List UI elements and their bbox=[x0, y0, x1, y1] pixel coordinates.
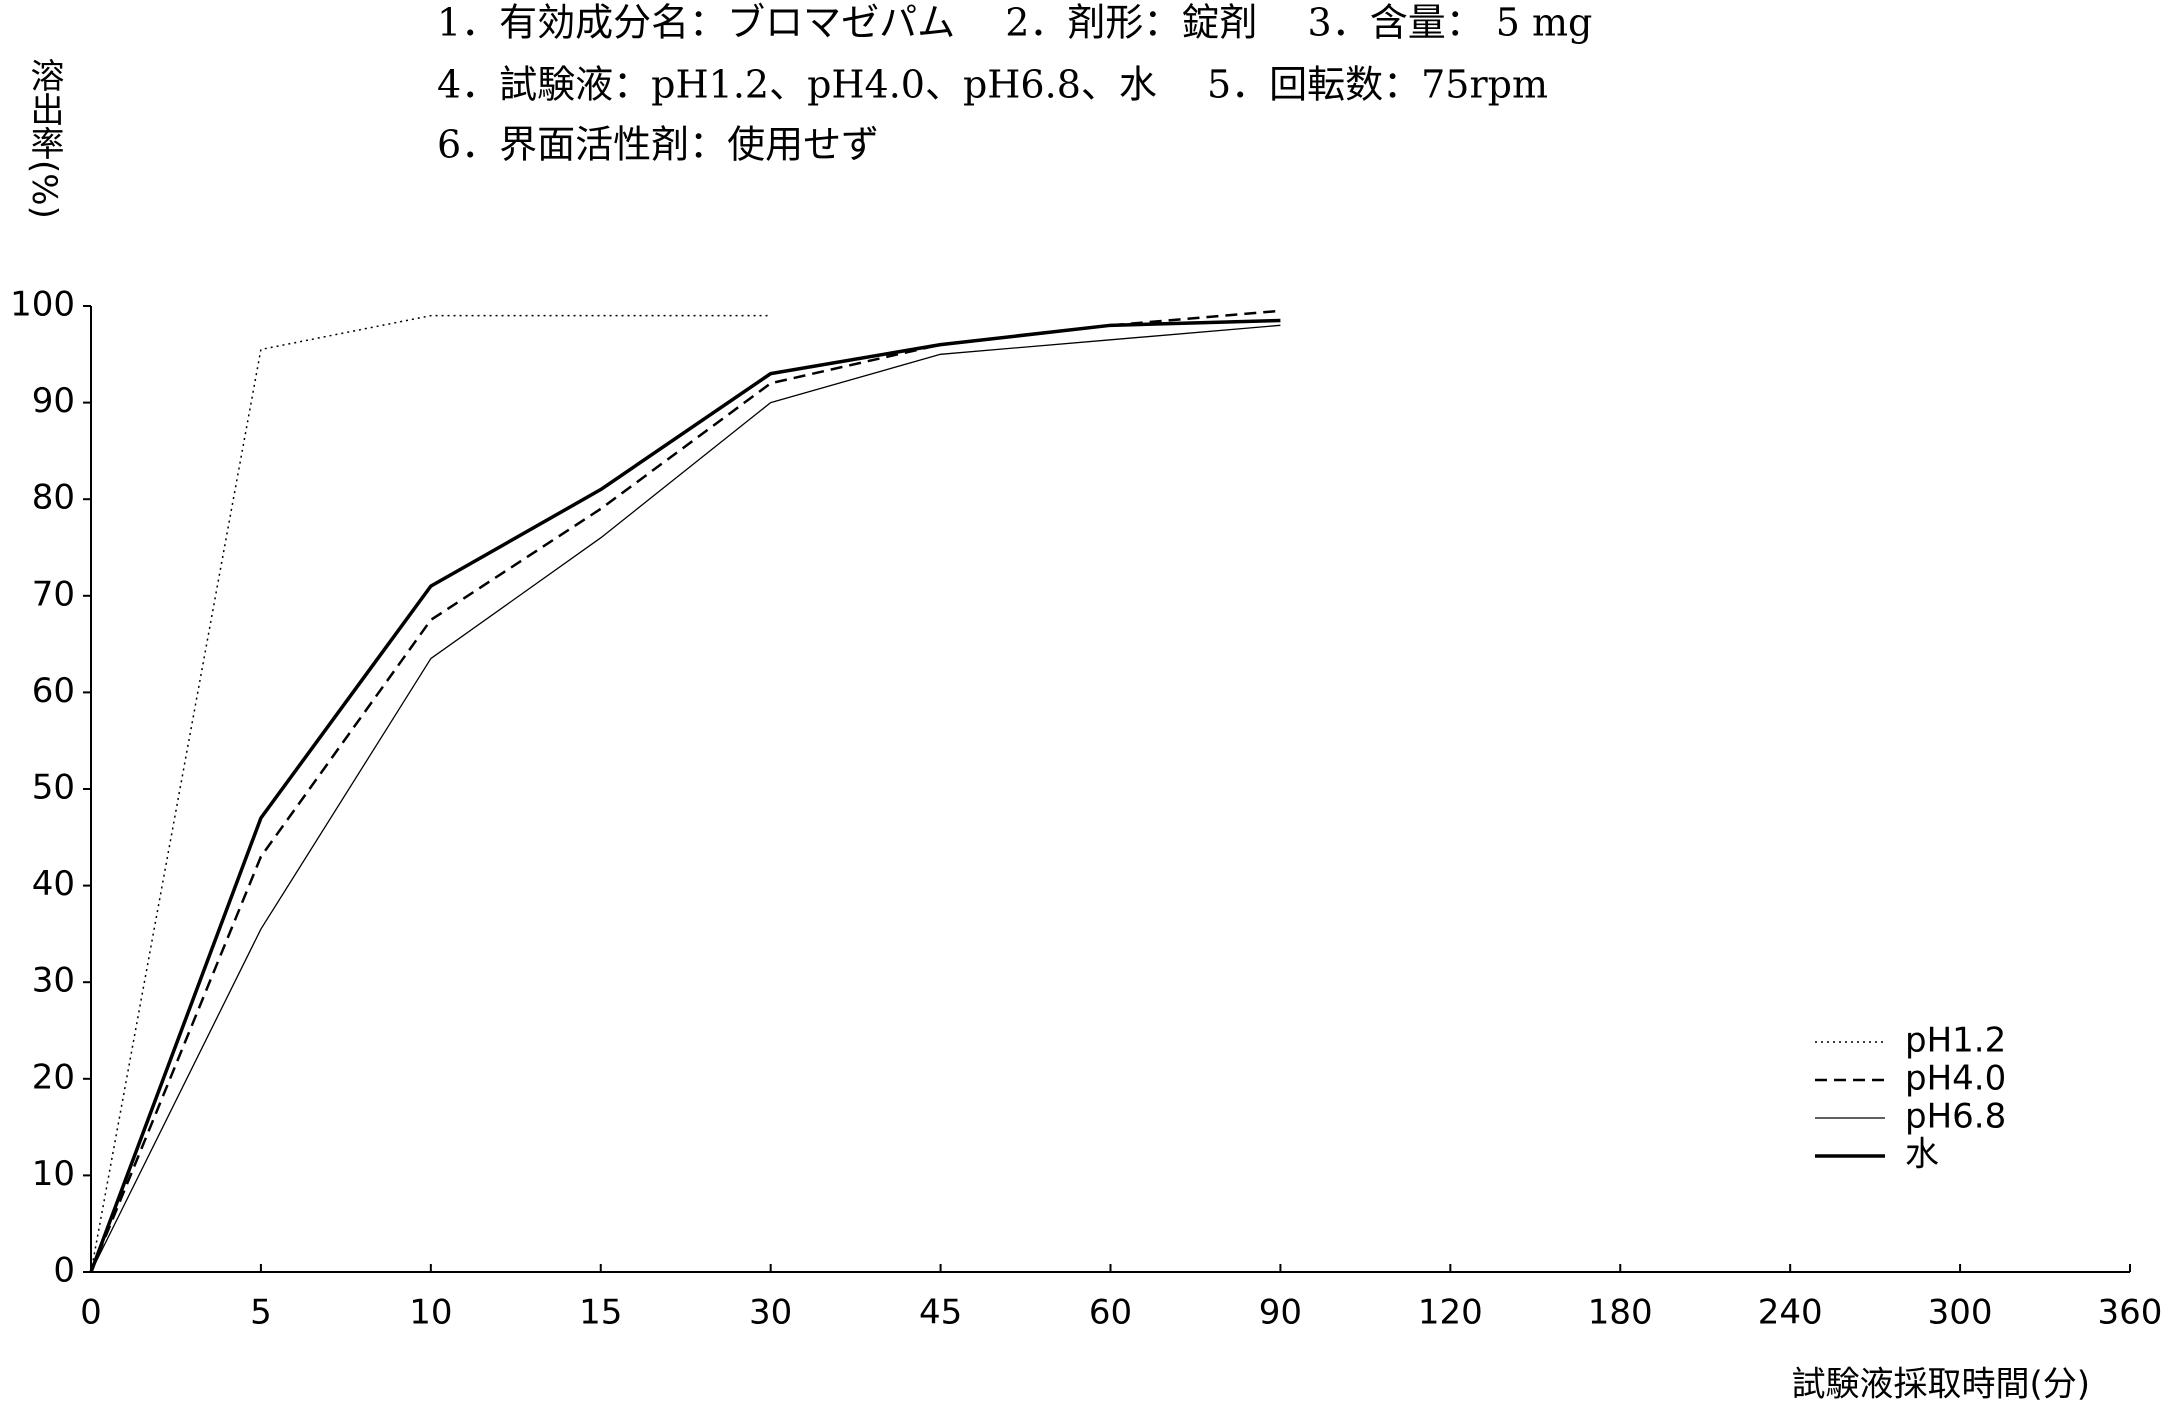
y-tick-label: 10 bbox=[32, 1154, 75, 1194]
x-tick-label: 15 bbox=[579, 1293, 622, 1333]
y-axis-label: 溶出率(%) bbox=[24, 58, 64, 219]
x-tick-label: 45 bbox=[919, 1293, 962, 1333]
y-tick-label: 60 bbox=[32, 671, 75, 711]
x-tick-label: 240 bbox=[1758, 1293, 1823, 1333]
x-tick-label: 5 bbox=[250, 1293, 272, 1333]
header-line: 6．界面活性剤：使用せず bbox=[437, 123, 879, 167]
y-tick-label: 70 bbox=[32, 574, 75, 614]
x-tick-label: 180 bbox=[1588, 1293, 1653, 1333]
y-tick-label: 40 bbox=[32, 864, 75, 904]
x-tick-label: 360 bbox=[2098, 1293, 2163, 1333]
y-tick-label: 90 bbox=[32, 381, 75, 421]
x-tick-label: 120 bbox=[1418, 1293, 1483, 1333]
y-tick-label: 30 bbox=[32, 961, 75, 1001]
y-tick-label: 0 bbox=[53, 1251, 75, 1291]
legend-label: pH6.8 bbox=[1905, 1097, 2006, 1137]
x-tick-label: 30 bbox=[749, 1293, 792, 1333]
series-line bbox=[90, 324, 1281, 1273]
y-tick-label: 20 bbox=[32, 1057, 75, 1097]
x-tick-label: 60 bbox=[1089, 1293, 1132, 1333]
header-line: 1．有効成分名：ブロマゼパム 2．剤形：錠剤 3．含量： 5 mg bbox=[437, 1, 1592, 45]
y-tick-label: 80 bbox=[32, 478, 75, 518]
x-tick-label: 0 bbox=[80, 1293, 102, 1333]
y-tick-label: 50 bbox=[32, 768, 75, 808]
header-line: 4．試験液：pH1.2、pH4.0、pH6.8、水 5．回転数：75rpm bbox=[437, 63, 1548, 107]
x-tick-label: 90 bbox=[1259, 1293, 1302, 1333]
series-line bbox=[89, 318, 1281, 1273]
legend-label: pH4.0 bbox=[1905, 1059, 2006, 1099]
legend-label: pH1.2 bbox=[1905, 1021, 2006, 1061]
x-tick-label: 300 bbox=[1928, 1293, 1993, 1333]
series-line bbox=[90, 314, 771, 1273]
y-tick-label: 100 bbox=[10, 285, 75, 325]
x-tick-label: 10 bbox=[409, 1293, 452, 1333]
legend-label: 水 bbox=[1905, 1135, 1939, 1175]
x-axis-label: 試験液採取時間(分) bbox=[1791, 1365, 2090, 1405]
